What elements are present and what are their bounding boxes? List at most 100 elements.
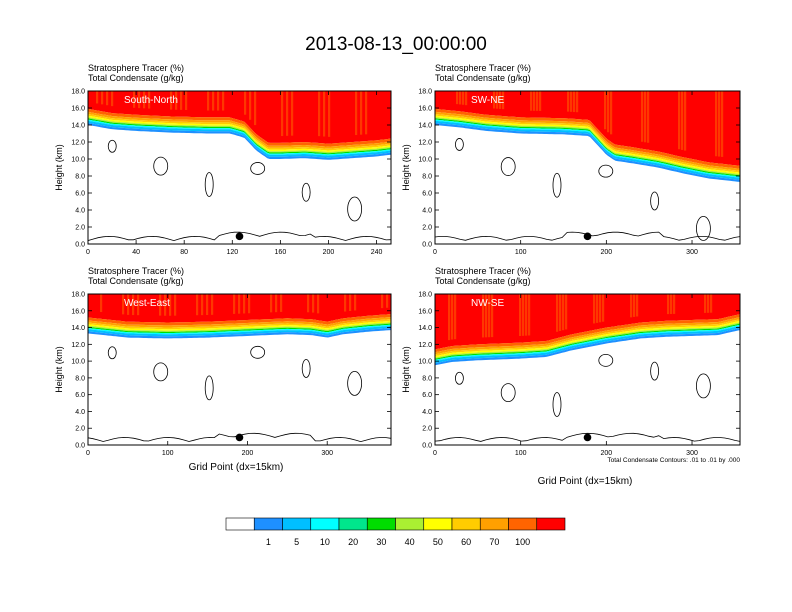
y-tick-label: 2.0	[422, 225, 432, 232]
terrain-line	[88, 231, 391, 242]
band-70	[88, 314, 391, 326]
tracer-streak	[317, 294, 320, 314]
tracer-streak	[243, 294, 246, 314]
tracer-streak	[647, 91, 650, 143]
tracer-streak	[248, 294, 251, 314]
colorbar-swatch	[282, 517, 312, 531]
tracer-streak	[212, 91, 215, 111]
tracer-streak	[180, 91, 183, 110]
y-tick-label: 10.0	[418, 157, 432, 164]
condensate-contour	[347, 196, 363, 222]
x-tick-label: 300	[321, 450, 333, 457]
panel-subtitle-tracer: Stratosphere Tracer (%)	[88, 266, 184, 276]
y-tick-label: 14.0	[418, 123, 432, 130]
colorbar-label: 10	[320, 537, 330, 547]
colorbar-swatch	[338, 517, 368, 531]
tracer-streak	[630, 294, 633, 318]
y-tick-label: 16.0	[71, 106, 85, 113]
y-tick-label: 12.0	[71, 140, 85, 147]
x-tick-label: 200	[601, 450, 613, 457]
tracer-streak	[174, 294, 177, 316]
colorbar-swatch	[479, 517, 509, 531]
tracer-streak	[607, 91, 610, 133]
colorbar-label: 70	[489, 537, 499, 547]
colorbar-swatch	[536, 517, 566, 531]
colorbar-swatch	[366, 517, 396, 531]
y-tick-label: 18.0	[418, 89, 432, 96]
colorbar-label: 20	[348, 537, 358, 547]
tracer-streak	[482, 294, 485, 338]
tracer-streak	[573, 91, 576, 113]
y-tick-label: 8.0	[422, 375, 432, 382]
y-axis-title: Height (km)	[54, 346, 64, 393]
tracer-streak	[596, 294, 599, 323]
panel-west-east: Stratosphere Tracer (%)Total Condensate …	[54, 266, 392, 457]
band-70	[435, 108, 740, 169]
x-axis-title-right: Grid Point (dx=15km)	[538, 476, 633, 487]
condensate-contour	[598, 164, 614, 178]
condensate-contour	[650, 191, 659, 211]
y-tick-label: 18.0	[71, 292, 85, 299]
x-tick-label: 240	[371, 249, 383, 256]
y-tick-label: 16.0	[71, 308, 85, 315]
tracer-field	[435, 91, 740, 244]
colorbar-swatch	[253, 517, 283, 531]
condensate-contour	[107, 139, 117, 153]
tracer-streak	[323, 91, 326, 137]
tracer-streak	[559, 294, 562, 331]
band-30	[435, 117, 740, 176]
colorbar-label: 50	[433, 537, 443, 547]
y-axis-title: Height (km)	[54, 144, 64, 191]
tracer-streak	[164, 294, 167, 316]
tracer-streak	[556, 294, 559, 332]
location-marker	[235, 433, 244, 442]
band-10	[435, 119, 740, 178]
band-50	[435, 319, 740, 357]
band-40	[435, 115, 740, 175]
tracer-streak	[280, 294, 283, 312]
tracer-streak	[122, 294, 125, 315]
y-tick-label: 14.0	[418, 325, 432, 332]
panel-subtitle-condensate: Total Condensate (g/kg)	[435, 276, 531, 286]
condensate-contour	[204, 375, 214, 401]
x-tick-label: 0	[86, 249, 90, 256]
tracer-streak	[525, 294, 528, 336]
tracer-streak	[459, 91, 462, 105]
tracer-streak	[721, 91, 724, 157]
x-tick-label: 0	[433, 249, 437, 256]
plot-frame	[434, 90, 741, 245]
tracer-streak	[465, 91, 468, 106]
tracer-streak	[678, 91, 681, 150]
colorbar: 1 5 10 20 30 40 50 60 70 100	[225, 517, 566, 547]
tracer-streak	[355, 91, 358, 136]
tracer-streak	[312, 294, 315, 313]
colorbar-label: 100	[515, 537, 530, 547]
tracer-streak	[159, 294, 162, 316]
y-tick-label: 0.0	[422, 242, 432, 249]
y-tick-label: 4.0	[422, 409, 432, 416]
condensate-contour	[696, 373, 711, 399]
band-1	[435, 122, 740, 182]
y-axis-title: Height (km)	[401, 346, 411, 393]
x-tick-label: 200	[601, 249, 613, 256]
condensate-contour	[454, 138, 464, 151]
y-tick-label: 16.0	[418, 106, 432, 113]
tracer-streak	[244, 91, 247, 115]
tracer-streak	[275, 294, 278, 313]
band-50	[435, 113, 740, 173]
panel-subtitle-tracer: Stratosphere Tracer (%)	[435, 63, 531, 73]
y-tick-label: 4.0	[75, 409, 85, 416]
y-tick-label: 8.0	[422, 174, 432, 181]
tracer-streak	[681, 91, 684, 150]
y-tick-label: 12.0	[418, 140, 432, 147]
y-tick-label: 2.0	[422, 426, 432, 433]
tracer-streak	[201, 294, 204, 316]
tracer-streak	[365, 91, 368, 135]
plot-frame	[87, 293, 392, 446]
tracer-streak	[170, 91, 173, 110]
x-tick-label: 80	[180, 249, 188, 256]
y-tick-label: 16.0	[418, 308, 432, 315]
band-100	[435, 91, 740, 166]
plot-frame	[87, 90, 392, 245]
tracer-streak	[175, 91, 178, 110]
